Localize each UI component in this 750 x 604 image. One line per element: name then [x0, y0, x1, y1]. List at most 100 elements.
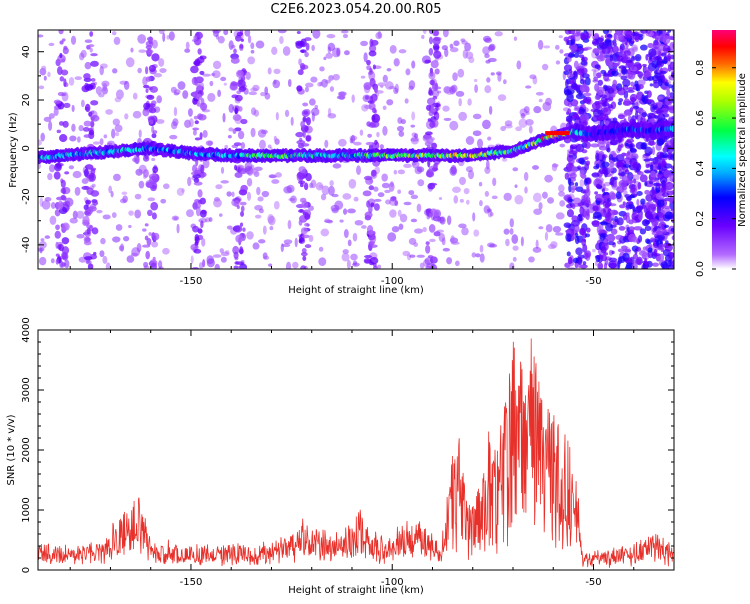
spectrogram-noise-blob: [208, 217, 213, 223]
spectrogram-noise-column: [669, 259, 673, 265]
spectrogram-noise-blob: [472, 113, 482, 120]
spectrogram-noise-blob: [558, 191, 565, 197]
spectrogram-noise-blob: [347, 239, 352, 247]
spectrogram-noise-column: [566, 251, 571, 257]
spectrogram-noise-column: [232, 128, 237, 134]
spectrogram-noise-blob: [340, 30, 349, 34]
spectrogram-noise-column: [566, 203, 574, 209]
spectrogram-noise-column: [654, 32, 660, 42]
spectrogram-noise-blob: [486, 208, 492, 213]
spectrogram-noise-blob: [168, 31, 175, 41]
spectrogram-noise-blob: [111, 212, 117, 218]
spectrogram-noise-column: [143, 102, 151, 110]
spectrogram-noise-column: [625, 30, 634, 39]
spectrogram-noise-column: [675, 238, 678, 243]
spectrogram-noise-column: [86, 227, 91, 235]
spectrogram-noise-blob: [48, 120, 53, 131]
spectrogram-noise-column: [366, 200, 371, 208]
spectrogram-noise-column: [649, 56, 653, 60]
spectrogram-noise-column: [571, 166, 578, 173]
spectrogram-noise-blob: [102, 255, 108, 264]
spectrogram-noise-column: [579, 78, 585, 85]
spectrogram-noise-blob: [261, 190, 270, 198]
spectrogram-noise-column: [601, 188, 605, 193]
spectrogram-noise-blob: [397, 189, 401, 194]
spectrogram-noise-column: [194, 58, 201, 67]
spectrogram-noise-blob: [533, 208, 542, 215]
spectrogram-noise-column: [149, 119, 154, 125]
spectrogram-noise-blob: [294, 237, 298, 248]
spectrogram-noise-column: [573, 52, 580, 58]
spectrogram-noise-blob: [464, 42, 472, 52]
spectrogram-noise-column: [192, 225, 200, 233]
spectrogram-noise-column: [671, 116, 674, 120]
spectrogram-noise-column: [570, 187, 575, 194]
spectrogram-noise-column: [647, 141, 656, 146]
spectrogram-noise-column: [594, 193, 604, 201]
spectrogram-noise-blob: [446, 215, 452, 226]
spectrogram-noise-column: [653, 69, 658, 75]
spectrogram-noise-column: [585, 208, 590, 217]
spectrogram-noise-column: [193, 115, 199, 120]
spectrogram-noise-column: [568, 184, 572, 193]
spectrogram-noise-blob: [388, 182, 395, 192]
spectrogram-noise-column: [88, 172, 97, 182]
spectrogram-noise-blob: [162, 32, 166, 43]
spectrogram-noise-blob: [213, 198, 222, 208]
spectrogram-noise-column: [427, 118, 432, 122]
spectrogram-noise-column: [239, 263, 248, 269]
spectrogram-noise-column: [199, 132, 203, 140]
colorbar-tick-label: 0.8: [695, 60, 706, 76]
spectrogram-noise-blob: [275, 112, 279, 121]
spectrogram-noise-column: [653, 114, 659, 119]
spectrogram-noise-column: [563, 222, 572, 228]
spectrogram-noise-column: [233, 251, 239, 259]
spectrogram-noise-blob: [332, 73, 340, 81]
spectrogram-noise-column: [632, 178, 637, 184]
spectrogram-noise-blob: [128, 224, 132, 229]
spectrogram-noise-blob: [520, 113, 526, 119]
spectrogram-noise-column: [612, 39, 617, 44]
spectrogram-noise-blob: [472, 130, 482, 137]
spectrogram-noise-blob: [227, 135, 232, 139]
spectrogram-noise-column: [193, 35, 198, 41]
spectrogram-noise-column: [647, 247, 653, 253]
spectrogram-noise-column: [430, 60, 439, 69]
spectrogram-noise-column: [194, 236, 200, 244]
spectrogram-noise-blob: [332, 163, 342, 169]
spectrogram-noise-blob: [207, 92, 216, 102]
spectrogram-noise-column: [638, 73, 643, 79]
spectrogram-noise-column: [302, 211, 308, 216]
spectrogram-noise-column: [662, 182, 667, 191]
spectrogram-noise-blob: [438, 232, 446, 242]
spectrogram-noise-blob: [511, 234, 519, 244]
spectrogram-noise-column: [595, 183, 601, 189]
spectrogram-noise-column: [424, 59, 432, 64]
spectrogram-noise-blob: [304, 86, 309, 93]
spectrogram-noise-column: [145, 76, 152, 82]
spectrogram-noise-blob: [500, 126, 506, 132]
spectrogram-noise-blob: [207, 140, 213, 146]
spectrogram-noise-blob: [446, 257, 453, 265]
spectrogram-noise-column: [630, 81, 635, 87]
spectrogram-noise-blob: [198, 218, 208, 224]
spectrogram-noise-blob: [482, 35, 492, 42]
spectrogram-noise-blob: [304, 82, 314, 88]
spectrogram-noise-blob: [504, 120, 513, 127]
spectrogram-noise-column: [585, 196, 591, 204]
spectrogram-noise-column: [655, 230, 664, 235]
spectrogram-noise-blob: [518, 118, 528, 128]
spectrogram-noise-blob: [257, 129, 267, 138]
spectrogram-noise-blob: [304, 51, 309, 58]
spectrogram-noise-column: [299, 49, 307, 53]
spectrogram-noise-column: [568, 198, 574, 202]
spectrogram-noise-blob: [156, 95, 162, 104]
spectrogram-noise-column: [632, 206, 636, 213]
spectrogram-noise-column: [609, 162, 615, 168]
spectrogram-noise-blob: [319, 66, 325, 72]
spectrogram-noise-column: [662, 113, 670, 118]
spectrogram-noise-blob: [484, 85, 492, 94]
spectrogram-noise-blob: [268, 215, 276, 226]
spectrogram-noise-column: [369, 256, 379, 265]
